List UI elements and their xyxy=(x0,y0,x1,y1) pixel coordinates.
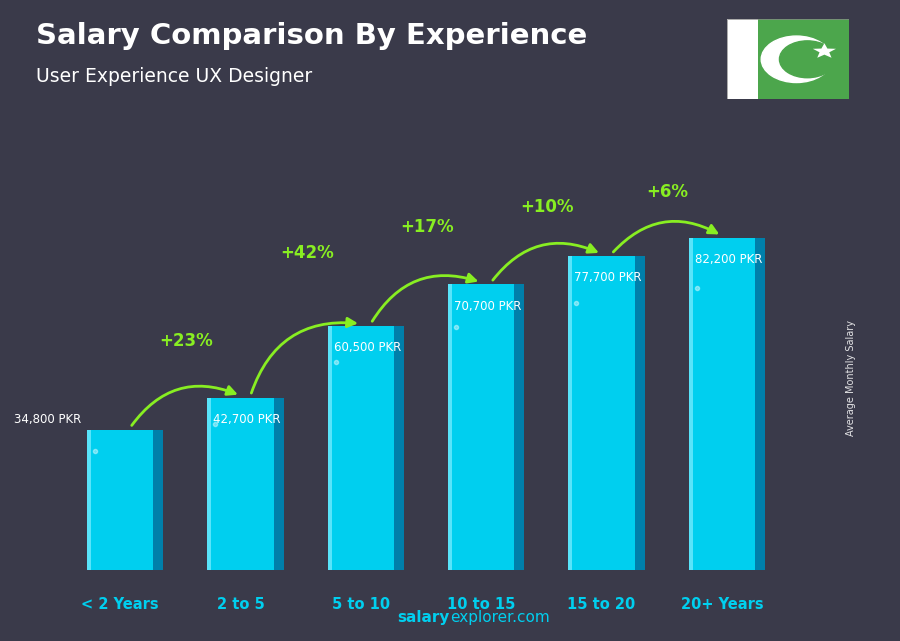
Bar xyxy=(758,19,849,99)
Bar xyxy=(688,238,755,570)
Polygon shape xyxy=(394,326,404,570)
Text: < 2 Years: < 2 Years xyxy=(81,597,159,612)
Bar xyxy=(87,429,153,570)
Text: 2 to 5: 2 to 5 xyxy=(217,597,265,612)
Bar xyxy=(207,397,274,570)
Bar xyxy=(448,284,452,570)
Polygon shape xyxy=(274,397,284,570)
Bar xyxy=(727,19,758,99)
Text: 34,800 PKR: 34,800 PKR xyxy=(14,413,81,426)
Polygon shape xyxy=(755,238,765,570)
Text: 60,500 PKR: 60,500 PKR xyxy=(334,341,401,354)
Polygon shape xyxy=(813,44,836,58)
Bar xyxy=(569,256,634,570)
Text: 5 to 10: 5 to 10 xyxy=(332,597,390,612)
Text: 70,700 PKR: 70,700 PKR xyxy=(454,299,521,313)
Text: 10 to 15: 10 to 15 xyxy=(447,597,516,612)
Bar xyxy=(448,284,514,570)
Polygon shape xyxy=(153,429,163,570)
Bar xyxy=(688,238,693,570)
Text: +42%: +42% xyxy=(280,244,334,262)
Bar xyxy=(569,256,572,570)
Text: 15 to 20: 15 to 20 xyxy=(567,597,635,612)
Text: Salary Comparison By Experience: Salary Comparison By Experience xyxy=(36,22,587,51)
Circle shape xyxy=(779,41,835,78)
Polygon shape xyxy=(634,256,644,570)
Bar xyxy=(328,326,332,570)
Text: +17%: +17% xyxy=(400,218,454,236)
Text: 82,200 PKR: 82,200 PKR xyxy=(695,253,762,266)
Polygon shape xyxy=(514,284,524,570)
Text: User Experience UX Designer: User Experience UX Designer xyxy=(36,67,312,87)
Text: salary: salary xyxy=(398,610,450,625)
Text: +23%: +23% xyxy=(159,331,213,349)
Text: 77,700 PKR: 77,700 PKR xyxy=(574,271,642,285)
Text: Average Monthly Salary: Average Monthly Salary xyxy=(845,320,856,436)
Bar xyxy=(328,326,394,570)
Text: +10%: +10% xyxy=(520,197,574,215)
Text: 20+ Years: 20+ Years xyxy=(680,597,763,612)
Circle shape xyxy=(761,36,832,83)
Text: +6%: +6% xyxy=(647,183,688,201)
Text: explorer.com: explorer.com xyxy=(450,610,550,625)
Bar xyxy=(207,397,211,570)
Bar xyxy=(87,429,91,570)
Text: 42,700 PKR: 42,700 PKR xyxy=(213,413,281,426)
